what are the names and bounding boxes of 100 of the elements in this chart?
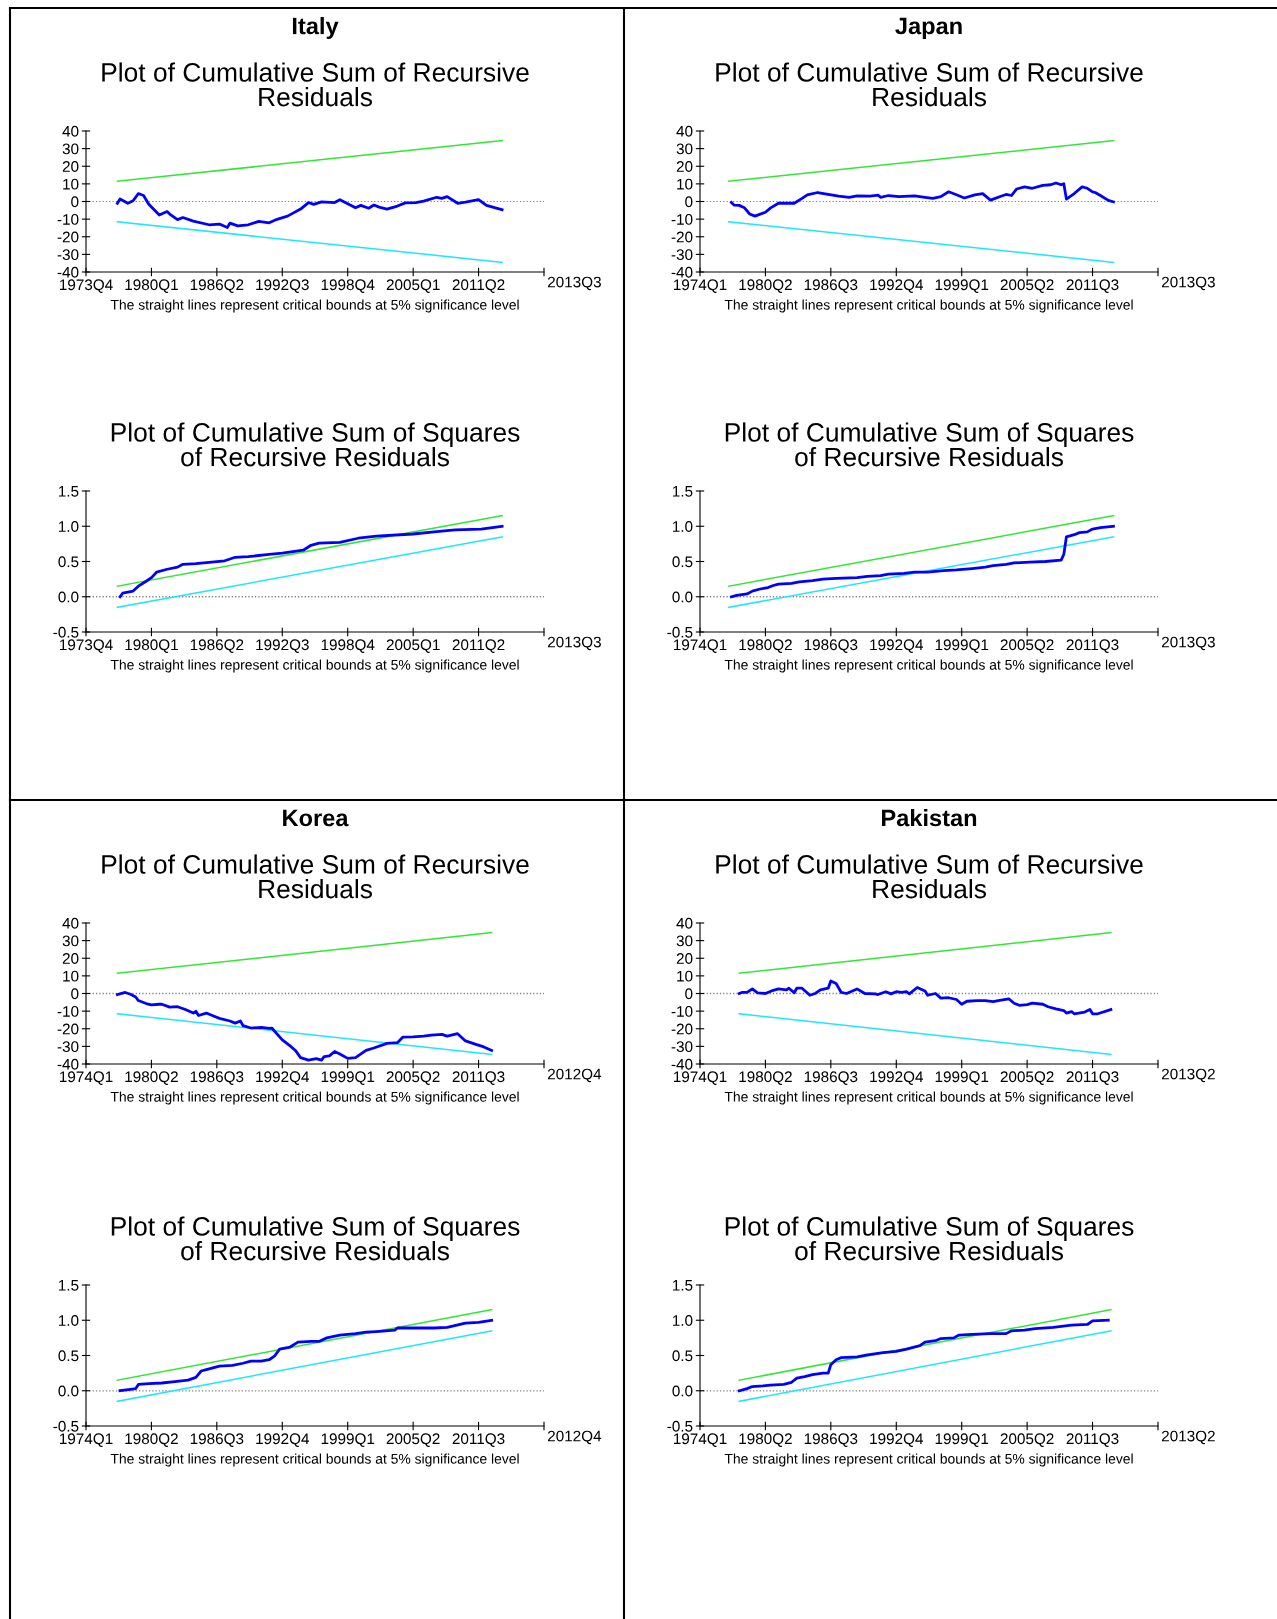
y-tick-label: -20	[57, 1023, 79, 1035]
chart-title: Italy	[292, 17, 339, 39]
x-tick-label: 1999Q1	[935, 279, 989, 293]
x-tick-label: 1980Q2	[739, 279, 792, 293]
text: The straight lines represent critical bounds at 5% significance level	[724, 1091, 1133, 1105]
y-tick-label: -30	[57, 249, 79, 261]
x-tick-label: 2005Q2	[1000, 1433, 1054, 1447]
x-tick-label: 1980Q2	[739, 1071, 792, 1085]
chart-subtitle: Plot of Cumulative Sum of Squares of Recursive Residuals	[725, 422, 1134, 467]
x-tick-label: 1980Q2	[125, 1433, 178, 1447]
x-tick-label: 1992Q4	[870, 639, 924, 653]
text: 2013Q3	[547, 636, 601, 651]
x-tick-label: 2005Q1	[386, 639, 440, 653]
x-tick-label: 2011Q3	[452, 1433, 505, 1447]
y-tick-label: -20	[671, 231, 693, 243]
x-tick-label: 1986Q3	[804, 1433, 858, 1447]
text: 2013Q2	[1161, 1430, 1215, 1445]
line-series	[118, 1318, 494, 1393]
y-tick-label: 40	[62, 125, 79, 137]
x-tick-label: 1986Q3	[804, 1071, 858, 1085]
line-series	[118, 524, 504, 599]
chart-subtitle: Plot of Cumulative Sum of Recursive Residuals	[716, 854, 1143, 899]
chart-title: Pakistan	[882, 808, 977, 827]
x-tick-label: 1986Q2	[190, 279, 244, 293]
y-tick-label: 30	[676, 935, 693, 947]
y-tick-label: 20	[676, 161, 693, 172]
x-tick-label: 2005Q1	[386, 279, 440, 293]
chart-title: Japan	[895, 17, 962, 39]
chart-subtitle: Plot of Cumulative Sum of Recursive Residuals	[716, 62, 1143, 107]
y-tick-label: 0.5	[672, 556, 693, 568]
y-tick-label: -20	[671, 1023, 693, 1035]
x-tick-label: 2005Q2	[386, 1433, 440, 1447]
x-tick-label: 1973Q4	[59, 279, 113, 293]
x-tick-label: 1986Q3	[190, 1433, 244, 1447]
y-tick-label: -0.5	[53, 1420, 79, 1432]
x-tick-label: 1986Q3	[804, 639, 858, 653]
y-tick-label: -30	[671, 1041, 693, 1053]
x-tick-label: 2005Q2	[1000, 1071, 1054, 1085]
y-tick-label: 0.0	[58, 1385, 79, 1397]
y-tick-label: 10	[677, 178, 693, 190]
x-tick-label: 1999Q1	[321, 1071, 375, 1085]
text: 2013Q3	[547, 276, 601, 291]
chart-title: Korea	[283, 809, 349, 827]
line-series	[737, 1318, 1110, 1393]
y-tick-label: -40	[671, 1058, 693, 1070]
text: The straight lines represent critical bounds at 5% significance level	[110, 659, 519, 673]
y-tick-label: 0	[685, 988, 693, 1000]
y-tick-label: 20	[676, 953, 693, 964]
text: 2012Q4	[547, 1068, 602, 1083]
x-tick-label: 1992Q4	[256, 1071, 310, 1085]
y-tick-label: 1.0	[672, 1315, 693, 1326]
x-tick-label: 2011Q3	[1066, 1433, 1119, 1447]
y-tick-label: -10	[671, 213, 693, 225]
x-tick-label: 1992Q3	[256, 639, 309, 653]
y-tick-label: 40	[676, 125, 693, 137]
y-tick-label: 0.0	[672, 1385, 693, 1397]
text: 2013Q3	[1161, 636, 1215, 651]
x-tick-label: 2011Q2	[452, 639, 505, 653]
x-tick-label: 1992Q4	[256, 1433, 310, 1447]
chart-subtitle: Plot of Cumulative Sum of Squares of Recursive Residuals	[111, 1216, 520, 1261]
y-tick-label: -40	[57, 1058, 79, 1070]
text: The straight lines represent critical bounds at 5% significance level	[110, 1091, 519, 1105]
x-tick-label: 1999Q1	[321, 1433, 375, 1447]
y-tick-label: 10	[63, 178, 79, 190]
text: 2013Q3	[1161, 276, 1215, 291]
x-tick-label: 1980Q1	[125, 279, 178, 293]
x-tick-label: 2005Q2	[1000, 279, 1054, 293]
x-tick-label: 2011Q3	[1066, 1071, 1119, 1085]
text: 2012Q4	[547, 1430, 602, 1445]
line-series	[730, 181, 1115, 218]
line-series	[116, 192, 504, 229]
y-tick-label: 40	[62, 917, 79, 929]
x-tick-label: 1998Q4	[321, 279, 375, 293]
y-tick-label: -10	[57, 213, 79, 225]
line-series	[730, 524, 1115, 599]
text: The straight lines represent critical bounds at 5% significance level	[724, 299, 1133, 313]
chart-subtitle: Plot of Cumulative Sum of Recursive Residuals	[102, 62, 529, 107]
text: The straight lines represent critical bounds at 5% significance level	[724, 1453, 1133, 1467]
y-tick-label: 1.0	[58, 521, 79, 532]
y-tick-label: -20	[57, 231, 79, 243]
x-tick-label: 2005Q2	[1000, 639, 1054, 653]
x-tick-label: 1974Q1	[673, 279, 727, 293]
x-tick-label: 2005Q2	[386, 1071, 440, 1085]
y-tick-label: -0.5	[53, 626, 79, 638]
y-tick-label: 0.0	[58, 591, 79, 603]
x-tick-label: 1992Q3	[256, 279, 309, 293]
x-tick-label: 1998Q4	[321, 639, 375, 653]
y-tick-label: 1.5	[58, 486, 79, 497]
y-tick-label: 0.5	[58, 556, 79, 568]
chart-subtitle: Plot of Cumulative Sum of Squares of Recursive Residuals	[111, 422, 520, 467]
y-tick-label: 10	[677, 970, 693, 982]
y-tick-label: -0.5	[667, 1420, 693, 1432]
x-tick-label: 1992Q4	[870, 279, 924, 293]
x-tick-label: 2011Q3	[1066, 279, 1119, 293]
x-tick-label: 1974Q1	[59, 1071, 113, 1085]
y-tick-label: 0.0	[672, 591, 693, 603]
y-tick-label: 30	[62, 935, 79, 947]
x-tick-label: 1999Q1	[935, 639, 989, 653]
y-tick-label: 1.5	[58, 1280, 79, 1291]
x-tick-label: 1980Q1	[125, 639, 178, 653]
